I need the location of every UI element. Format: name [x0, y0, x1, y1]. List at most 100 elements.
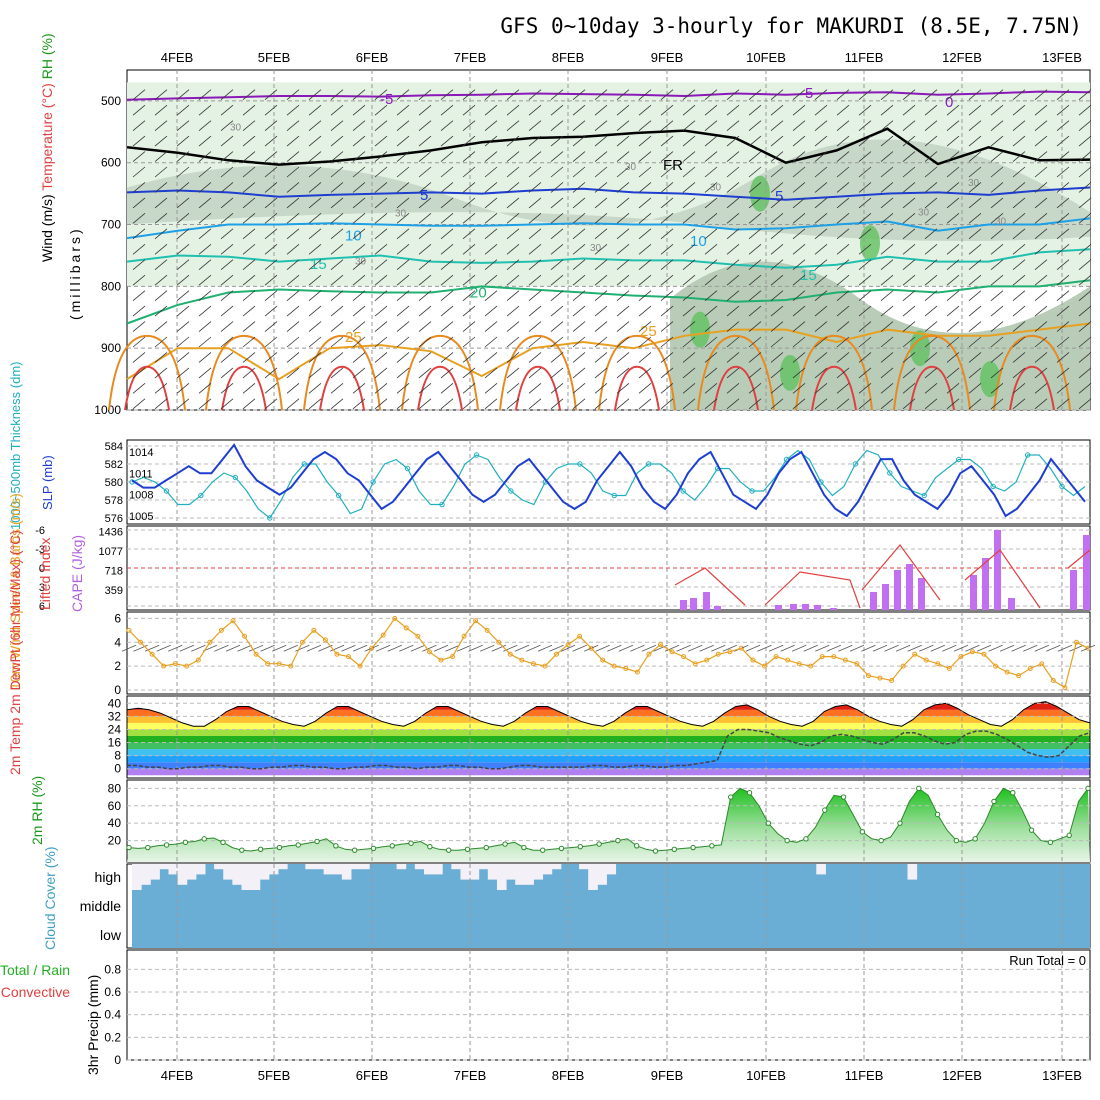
high-cloud-gap [186, 864, 197, 880]
date-label-top: 6FEB [356, 50, 389, 65]
wind-speed-point [242, 633, 248, 639]
rh-point [295, 842, 301, 848]
temp-tick-label: 8 [114, 749, 121, 763]
high-cloud-gap [588, 864, 598, 890]
pressure-tick-label: 1000 [94, 403, 121, 417]
thickness-point [680, 488, 686, 494]
cape-bar [680, 600, 687, 610]
thickness-point [404, 465, 411, 472]
date-label-top: 13FEB [1042, 50, 1082, 65]
rh-point [239, 847, 245, 853]
date-label-bottom: 13FEB [1042, 1068, 1082, 1083]
isotherm-loop-30 [795, 334, 873, 411]
wind-speed-point [773, 654, 779, 660]
high-cloud-gap [341, 864, 352, 880]
wind-speed-point [415, 633, 421, 639]
cape-bar [894, 570, 901, 610]
date-label-bottom: 8FEB [552, 1068, 585, 1083]
wind-speed-point [646, 651, 652, 657]
high-cloud-gap [132, 864, 142, 890]
rh-point [483, 844, 489, 851]
wind-barb [849, 644, 865, 652]
isotherm-loop-30 [108, 334, 186, 411]
wind-speed-point [519, 657, 525, 663]
wind-barb [399, 644, 414, 652]
wind10m-frame [126, 611, 1091, 695]
wind-barb [815, 644, 830, 652]
precip-tick-label: 0.4 [104, 1008, 121, 1022]
rh-point [539, 847, 546, 853]
wind-barb [248, 644, 264, 652]
wind-barb [445, 644, 460, 652]
rh-point [878, 837, 884, 844]
isotherm-loop-35 [811, 365, 857, 411]
high-cloud-gap [396, 864, 407, 870]
isotherm-loop-35 [124, 365, 170, 411]
rh-point [972, 836, 978, 842]
rh-point [445, 847, 452, 853]
high-cloud-gap [159, 864, 169, 870]
high-cloud-gap [305, 864, 315, 870]
thickness-point [370, 479, 376, 485]
wind-barb [410, 644, 426, 652]
rh-high-cell [780, 354, 800, 391]
wind-barb [352, 644, 368, 652]
thickness-point [852, 461, 859, 467]
rh-tick-label: 40 [108, 816, 122, 830]
wind-barb [283, 644, 298, 652]
temperature-contour-label: 25 [640, 323, 657, 340]
date-label-bottom: 12FEB [942, 1068, 982, 1083]
high-cloud-gap [195, 864, 206, 875]
rh-point [163, 842, 170, 848]
rh-point [728, 794, 734, 800]
high-cloud-gap [451, 864, 461, 870]
rh-contour-label: 30 [968, 178, 980, 189]
wind-barb [711, 644, 726, 652]
wind-barb [630, 644, 645, 652]
rh-contour-label: 30 [230, 123, 242, 134]
temperature-contour-label: 15 [310, 256, 327, 273]
wind-barb [803, 644, 818, 652]
rh-contour-label: 30 [590, 243, 602, 254]
cape-bar [1008, 598, 1015, 610]
wind-speed-point [923, 657, 929, 663]
pressure-tick-label: 800 [101, 279, 121, 293]
wind-barb [976, 644, 992, 652]
high-cloud-gap [314, 864, 325, 870]
wind-speed-point [126, 627, 132, 633]
temp-tick-label: 16 [108, 736, 122, 750]
rh-point [803, 836, 809, 842]
isotherm-loop-35 [1009, 365, 1055, 411]
rh-tick-label: 20 [108, 834, 122, 848]
cape-bar [882, 584, 889, 610]
wind-speed-point [496, 639, 502, 645]
rh-point [1066, 832, 1072, 839]
cape-tick-label: 1436 [99, 527, 123, 539]
rh-point [1010, 790, 1016, 796]
wind-barb [526, 644, 541, 652]
rh-point [389, 843, 395, 849]
wind-barb [988, 644, 1003, 652]
date-label-top: 5FEB [258, 50, 291, 65]
slp-axis-label: SLP (mb) [40, 455, 55, 510]
wind-speed-point [692, 661, 698, 667]
wind-barb [757, 644, 772, 652]
wind-speed-point [854, 661, 860, 667]
wind-barb [745, 644, 761, 652]
temperature-contour-label: 20 [470, 284, 487, 301]
wind-barb [225, 644, 241, 652]
rh-point [746, 790, 753, 796]
rh-point [427, 843, 433, 850]
wind-barb [156, 644, 171, 652]
wind-speed-line [128, 617, 1089, 689]
wind-barb [607, 644, 622, 652]
high-cloud-gap [506, 864, 516, 880]
thickness-axis-label: 1000~500mb Thickness (dm) [8, 362, 23, 531]
isotherm--5 [126, 90, 1091, 101]
temperature-contour-label: 10 [345, 228, 362, 245]
temperature-contour-label: -5 [380, 91, 393, 108]
cape-bar [802, 604, 809, 610]
temperature-contour-label: 15 [800, 267, 817, 284]
rh-point [257, 846, 264, 852]
wind-barb [433, 644, 449, 652]
